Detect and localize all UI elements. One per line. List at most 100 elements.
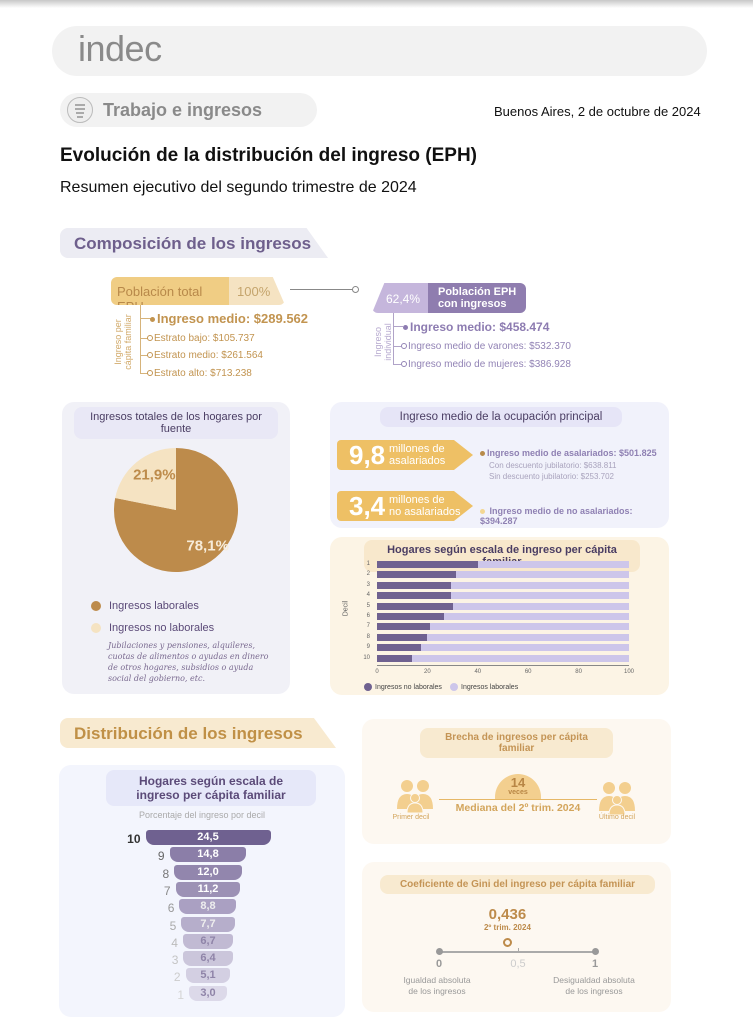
tree-branch	[140, 373, 148, 374]
gini-period: 2º trim. 2024	[483, 923, 531, 932]
section-label: Trabajo e ingresos	[103, 100, 263, 120]
bar-row-decile-1	[377, 561, 629, 568]
pie-label: 78,1%	[186, 537, 229, 554]
y-tick-label: 2	[366, 571, 370, 578]
bar-segment-labor	[426, 633, 629, 641]
y-tick-label: 6	[366, 613, 370, 619]
occupation-title: Ingreso medio de la ocupación principal	[380, 407, 622, 427]
gini-value-label: 0,436 2º trim. 2024	[467, 906, 547, 932]
gini-scale-line	[439, 951, 596, 953]
first-decile-label: Primer decil	[392, 814, 430, 821]
x-tick-label: 100	[623, 669, 634, 675]
funnel-bar-decile-3: 6,4	[183, 951, 233, 967]
legend-swatch	[91, 623, 101, 634]
gini-title: Coeficiente de Gini del ingreso per cápi…	[380, 875, 655, 894]
tree-branch	[140, 355, 148, 356]
pie-chart: 78,1% 21,9%	[113, 448, 238, 572]
gap-times-label: veces	[508, 789, 528, 796]
bar-row-decile-10	[377, 654, 629, 662]
x-tick-label: 60	[524, 669, 532, 675]
salaried-mean-income: Ingreso medio de asalariados: $501.825	[480, 448, 657, 458]
page-title: Evolución de la distribución del ingreso…	[60, 145, 477, 166]
salaried-count: 9,8	[349, 440, 386, 470]
non-salaried-arrow: 3,4 millones de no asalariados	[337, 491, 473, 521]
bar-segment-non-labor	[377, 571, 456, 579]
female-mean-income: Ingreso medio de mujeres: $386.928	[401, 359, 571, 370]
non-labor-note: Jubilaciones y pensiones, alquileres, cu…	[108, 641, 269, 683]
statistics-icon	[67, 97, 93, 123]
equality-caption: Igualdad absoluta de los ingresos	[403, 975, 471, 996]
bar-segment-labor	[420, 644, 629, 652]
funnel-decile-label: 8	[162, 866, 170, 881]
x-axis-line	[377, 665, 629, 666]
decile-share-card: Hogares según escala de ingreso per cápi…	[59, 765, 345, 1017]
stratum-low: Estrato bajo: $105.737	[147, 333, 255, 344]
bar-row-decile-5	[377, 602, 629, 610]
bar-segment-labor	[450, 592, 629, 600]
individual-axis-label: Ingreso individual	[373, 323, 393, 361]
people-icon-last-decile	[599, 782, 635, 815]
bar-segment-non-labor	[377, 592, 451, 600]
gini-scale-mid: 0,5	[510, 958, 526, 970]
funnel-decile-label: 5	[169, 918, 177, 933]
funnel-title: Hogares según escala de ingreso per cápi…	[106, 770, 316, 806]
tree-branch	[393, 326, 403, 327]
bar-row-decile-7	[377, 623, 629, 631]
indec-logo[interactable]: indec	[78, 28, 162, 69]
stacked-bar-chart: 1 2 3 4 5 6 7 8 9 10 0 20 40 60 80 100	[330, 537, 669, 695]
y-tick-label: 4	[366, 592, 370, 599]
inequality-caption: Desigualdad absoluta de los ingresos	[553, 975, 635, 996]
bar-segment-non-labor	[377, 602, 454, 610]
funnel-bar-decile-7: 11,2	[175, 881, 241, 897]
gap-median-label: Mediana del 2º trim. 2024	[455, 802, 581, 814]
stratum-mid: Estrato medio: $261.564	[147, 350, 263, 361]
per-capita-axis-label: Ingreso per cápita familiar	[113, 314, 133, 370]
bar-row-decile-2	[377, 571, 629, 579]
bar-segment-non-labor	[377, 561, 479, 568]
without-pension-income: Sin descuento jubilatorio: $253.702	[489, 472, 614, 481]
gini-marker	[502, 938, 512, 947]
bar-segment-non-labor	[377, 654, 413, 662]
gap-times-value: 14	[510, 775, 526, 790]
bar-segment-non-labor	[377, 633, 427, 641]
y-tick-label: 7	[366, 623, 370, 630]
x-tick-label: 80	[575, 669, 582, 675]
bar-segment-labor	[429, 623, 629, 631]
tree-branch	[393, 364, 401, 365]
funnel-decile-label: 9	[157, 849, 165, 864]
legend-swatch	[364, 683, 372, 691]
income-population-badge: 62,4% Población EPH con ingresos	[372, 283, 526, 313]
y-tick-label: 9	[366, 644, 370, 651]
bar-segment-labor	[444, 613, 629, 620]
bar-row-decile-4	[377, 592, 629, 600]
legend-swatch	[91, 601, 101, 612]
non-salaried-label: millones de no asalariados	[389, 494, 461, 518]
legend-labor: Ingresos laborales	[91, 600, 199, 612]
bar-segment-labor	[455, 571, 629, 579]
salaried-label: millones de asalariados	[389, 443, 446, 467]
income-population-label: Población EPH con ingresos	[428, 283, 526, 313]
salaried-arrow: 9,8 millones de asalariados	[337, 440, 473, 470]
tree-branch	[140, 318, 152, 319]
stratum-high: Estrato alto: $713.238	[147, 368, 252, 379]
funnel-decile-label: 7	[163, 883, 171, 898]
total-population-badge: Población total EPH 100%	[111, 277, 285, 305]
tree-line	[140, 305, 141, 373]
y-tick-label: 8	[366, 633, 370, 640]
legend-non-labor-bar: Ingresos no laborales	[364, 683, 442, 691]
bar-segment-non-labor	[377, 581, 451, 589]
y-tick-label: 10	[363, 654, 370, 661]
legend-swatch	[450, 683, 458, 691]
pie-label: 21,9%	[133, 467, 176, 484]
funnel-bar-decile-2: 5,1	[185, 968, 231, 984]
bar-row-decile-6	[377, 613, 629, 620]
connector-line	[290, 289, 354, 290]
x-tick-label: 40	[474, 669, 482, 675]
funnel-bar-decile-9: 14,8	[169, 847, 247, 863]
income-gap-card: Brecha de ingresos per cápita familiar P…	[362, 719, 671, 844]
people-icon-first-decile	[397, 780, 433, 813]
bar-row-decile-8	[377, 633, 629, 641]
distribution-heading: Distribución de los ingresos	[60, 718, 336, 748]
funnel-bar-decile-5: 7,7	[181, 916, 235, 932]
non-salaried-mean-income: Ingreso medio de no asalariados: $394.28…	[480, 506, 633, 526]
